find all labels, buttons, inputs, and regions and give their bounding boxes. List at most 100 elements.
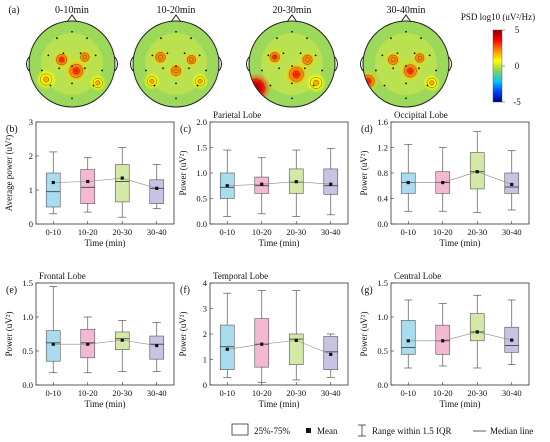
nose-outline (400, 14, 412, 23)
x-axis-label: Time (min) (440, 238, 481, 248)
contour-line (187, 55, 196, 65)
y-tick-label: 3 (203, 304, 207, 314)
electrode-dot (312, 84, 315, 87)
mean-marker (294, 338, 298, 342)
y-tick-label: 0.5 (22, 346, 33, 356)
panel-label: (g) (361, 285, 373, 296)
iqr-box (149, 335, 165, 360)
electrode-dot (269, 84, 272, 87)
contour-line (95, 80, 101, 86)
mean-marker (294, 180, 298, 184)
electrode-dot (390, 37, 392, 40)
iqr-box (45, 172, 61, 208)
electrode-dot (291, 82, 293, 85)
y-tick-label: 0 (203, 380, 207, 390)
mean-marker (155, 186, 159, 190)
electrode-dot (278, 67, 280, 70)
iqr-box (80, 169, 96, 204)
box-chart-2: (c) Parietal Lobe 0.0 0.5 1.0 1.5 2.0 Power (uV… (178, 110, 349, 248)
electrode-dot (151, 54, 154, 57)
activity-blob (305, 72, 327, 94)
legend-box-label: 25%-75% (254, 426, 290, 436)
electrode-dot (166, 52, 169, 55)
right-ear (448, 56, 452, 72)
contour-line (429, 80, 435, 86)
electrode-dot (205, 69, 208, 72)
colorbar-gradient (492, 29, 503, 103)
activity-blob (423, 74, 441, 92)
x-tick-label: 10-20 (252, 227, 272, 237)
electrode-dot (79, 52, 82, 55)
contour-line (73, 67, 80, 75)
x-axis-label: Time (min) (259, 238, 300, 248)
y-tick-label: 1.5 (377, 278, 388, 288)
electrode-dot (145, 69, 147, 72)
topomap-title: 0-10min (55, 5, 89, 16)
x-axis-label: Time (min) (85, 399, 126, 409)
activity-blob (266, 48, 284, 66)
x-tick-label: 0-10 (219, 227, 235, 237)
mean-trend-line (53, 339, 157, 346)
legend-range-label: Range within 1.5 IQR (372, 426, 452, 436)
topomap-4: 30-40min (360, 5, 452, 108)
activity-blobs (363, 50, 441, 93)
iqr-box (288, 333, 304, 365)
y-tick-label: 1 (203, 355, 207, 365)
legend-median-label: Median line (490, 426, 533, 436)
mean-marker (260, 342, 264, 346)
box-0-10 (45, 286, 61, 374)
electrode-dot (175, 65, 177, 68)
activity-blob (283, 61, 310, 88)
y-tick-label: 1.5 (196, 143, 207, 153)
contour-line (302, 54, 313, 65)
contour-line (195, 76, 206, 87)
electrode-dot (71, 82, 73, 85)
electrode-dot (383, 84, 386, 87)
electrode-dot (183, 52, 186, 55)
mean-marker (225, 184, 229, 188)
x-tick-label: 30-40 (147, 227, 167, 237)
electrode-dot (392, 67, 394, 70)
panel-label: (f) (180, 285, 190, 296)
y-tick-label: 0.8 (377, 168, 388, 178)
contour-line (92, 77, 103, 88)
legend: 25%-75% Mean Range within 1.5 IQR Median li… (231, 423, 533, 437)
mean-marker (329, 182, 333, 186)
electrode-dot (405, 30, 407, 33)
activity-blob (412, 50, 428, 66)
electrode-dot (162, 67, 165, 70)
x-tick-label: 0-10 (219, 388, 235, 398)
x-tick-label: 0-10 (45, 388, 61, 398)
contour-line (415, 53, 425, 63)
panel-label: (d) (361, 124, 373, 135)
contour-line (272, 54, 278, 60)
box-30-40 (504, 150, 520, 211)
right-ear (334, 56, 338, 72)
colorbar-title: PSD log10 (uV²/Hz) (461, 12, 535, 22)
topomap-2: 10-20min (130, 5, 222, 108)
box-chart-5: (f) Temporal Lobe 0 1 2 3 4 Power (uV²) 0-10 10-2… (178, 271, 349, 409)
mean-marker (86, 342, 90, 346)
contour-line (197, 78, 203, 84)
mean-marker (510, 182, 514, 187)
chart-title: Central Lobe (394, 271, 441, 281)
electrode-dot (291, 30, 293, 33)
electrode-dot (299, 52, 302, 55)
y-tick-label: 1 (29, 185, 33, 195)
electrode-dot (381, 54, 384, 57)
electrode-dot (58, 67, 60, 70)
y-axis-label: Power (uV²) (359, 312, 369, 357)
mean-marker (120, 338, 124, 342)
y-tick-label: 0 (29, 219, 33, 229)
electrode-dot (175, 30, 177, 33)
iqr-box (323, 168, 339, 195)
y-tick-label: 0.4 (377, 194, 388, 204)
mean-marker (51, 342, 55, 346)
legend-box-swatch (231, 423, 249, 436)
mean-trend-line (408, 331, 512, 342)
chart-title: Temporal Lobe (213, 271, 268, 281)
electrode-dot (175, 82, 177, 85)
y-axis-label: Power (uV²) (178, 312, 188, 357)
electrode-dot (435, 69, 437, 72)
legend-mean-swatch (306, 428, 311, 433)
